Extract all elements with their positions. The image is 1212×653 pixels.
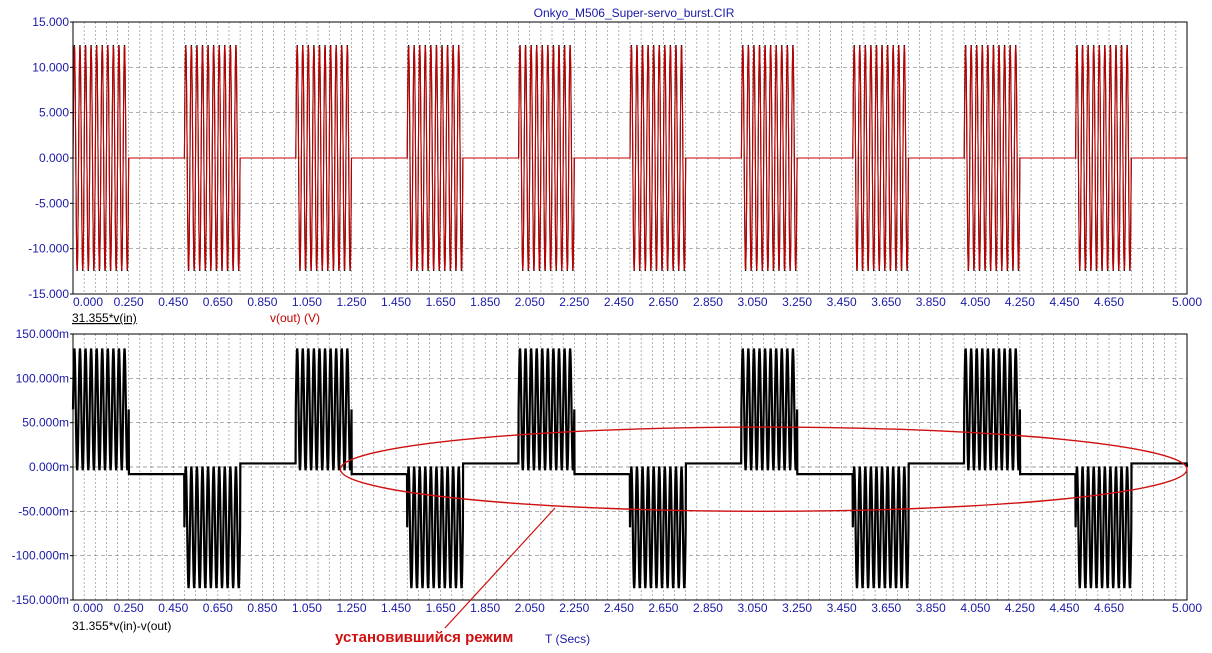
x-tick-label: 1.450 <box>381 295 411 309</box>
x-tick-label: 0.850 <box>247 295 277 309</box>
x-tick-label: 0.450 <box>158 295 188 309</box>
x-tick-label: 3.250 <box>782 295 812 309</box>
x-tick-label: 0.000 <box>73 295 103 309</box>
x-axis-label: T (Secs) <box>545 632 590 646</box>
traces-top <box>72 44 1187 272</box>
legend-bottom-diff[interactable]: 31.355*v(in)-v(out) <box>72 619 171 633</box>
chart-top: 15.000 10.000 5.000 0.000 -5.000 -10.000 -15.0… <box>28 15 1202 309</box>
x-tick-label: 2.650 <box>648 295 678 309</box>
y-tick-label: 100.000m <box>16 371 69 385</box>
y-tick-label: -150.000m <box>12 593 69 607</box>
y-tick-label: 15.000 <box>32 15 69 29</box>
x-tick-label: 0.000 <box>73 601 103 615</box>
x-tick-label: 3.250 <box>782 601 812 615</box>
x-tick-label: 0.250 <box>114 601 144 615</box>
x-tick-label: 2.250 <box>559 295 589 309</box>
x-tick-label: 2.450 <box>604 601 634 615</box>
x-tick-label: 5.000 <box>1172 601 1202 615</box>
x-tick-label: 2.450 <box>604 295 634 309</box>
x-tick-label: 4.450 <box>1049 601 1079 615</box>
x-tick-label: 4.250 <box>1005 295 1035 309</box>
y-tick-label: -5.000 <box>35 196 69 210</box>
x-tick-label: 1.650 <box>426 295 456 309</box>
window-title: Onkyo_M506_Super-servo_burst.CIR <box>534 6 735 20</box>
traces-bottom <box>71 348 1189 589</box>
plot-frame-top <box>72 21 1188 295</box>
x-tick-label: 3.850 <box>916 295 946 309</box>
x-tick-label: 3.650 <box>871 601 901 615</box>
y-tick-labels-bottom: 150.000m 100.000m 50.000m 0.000m -50.000m -10… <box>12 327 73 607</box>
x-tick-label: 0.850 <box>247 601 277 615</box>
x-tick-label: 3.450 <box>827 295 857 309</box>
y-tick-label: -100.000m <box>12 549 69 563</box>
x-tick-label: 0.450 <box>158 601 188 615</box>
x-tick-label: 4.650 <box>1094 601 1124 615</box>
legend-top-vin[interactable]: 31.355*v(in) <box>72 311 137 325</box>
x-tick-label: 4.650 <box>1094 295 1124 309</box>
annotation-pointer-line <box>444 507 556 629</box>
y-tick-label: 0.000 <box>39 151 69 165</box>
x-tick-label: 1.850 <box>470 601 500 615</box>
y-tick-label: 0.000m <box>29 460 69 474</box>
x-tick-label: 0.250 <box>114 295 144 309</box>
x-tick-label: 1.650 <box>426 601 456 615</box>
annotation-steady-state: установившийся режим <box>335 629 513 646</box>
x-tick-labels-top: 0.000 0.250 0.450 0.650 0.850 1.050 1.250 1.450… <box>73 295 1202 309</box>
y-tick-label: -10.000 <box>28 242 69 256</box>
x-tick-label: 5.000 <box>1172 295 1202 309</box>
x-tick-label: 1.050 <box>292 295 322 309</box>
x-tick-label: 0.650 <box>203 295 233 309</box>
x-tick-label: 3.050 <box>738 601 768 615</box>
y-tick-label: 10.000 <box>32 60 69 74</box>
x-tick-label: 2.050 <box>515 295 545 309</box>
x-tick-label: 4.450 <box>1049 295 1079 309</box>
x-tick-label: 4.250 <box>1005 601 1035 615</box>
x-tick-label: 1.250 <box>336 295 366 309</box>
x-tick-label: 2.850 <box>693 295 723 309</box>
series-line-31.355*v(in)-v(out) <box>71 348 1189 589</box>
x-tick-label: 3.050 <box>738 295 768 309</box>
x-tick-label: 3.850 <box>916 601 946 615</box>
x-tick-label: 4.050 <box>960 295 990 309</box>
y-tick-label: -50.000m <box>18 504 69 518</box>
x-tick-label: 2.250 <box>559 601 589 615</box>
x-tick-label: 2.850 <box>693 601 723 615</box>
y-tick-label: 50.000m <box>22 416 69 430</box>
y-tick-label: 150.000m <box>16 327 69 341</box>
x-tick-labels-bottom: 0.000 0.250 0.450 0.650 0.850 1.050 1.250 1.450… <box>73 601 1202 615</box>
series-line-v(out) (V) <box>72 45 1187 271</box>
x-tick-label: 4.050 <box>960 601 990 615</box>
x-tick-label: 1.850 <box>470 295 500 309</box>
x-tick-label: 2.050 <box>515 601 545 615</box>
steady-state-ellipse <box>339 426 1188 513</box>
y-tick-labels-top: 15.000 10.000 5.000 0.000 -5.000 -10.000 -15.0… <box>28 15 73 301</box>
x-tick-label: 3.450 <box>827 601 857 615</box>
y-tick-label: 5.000 <box>39 106 69 120</box>
legend-top-vout[interactable]: v(out) (V) <box>270 311 320 325</box>
x-tick-label: 1.450 <box>381 601 411 615</box>
chart-bottom: 150.000m 100.000m 50.000m 0.000m -50.000m -10… <box>12 327 1203 615</box>
x-tick-label: 1.050 <box>292 601 322 615</box>
x-tick-label: 2.650 <box>648 601 678 615</box>
y-tick-label: -15.000 <box>28 287 69 301</box>
x-tick-label: 3.650 <box>871 295 901 309</box>
x-tick-label: 0.650 <box>203 601 233 615</box>
x-tick-label: 1.250 <box>336 601 366 615</box>
